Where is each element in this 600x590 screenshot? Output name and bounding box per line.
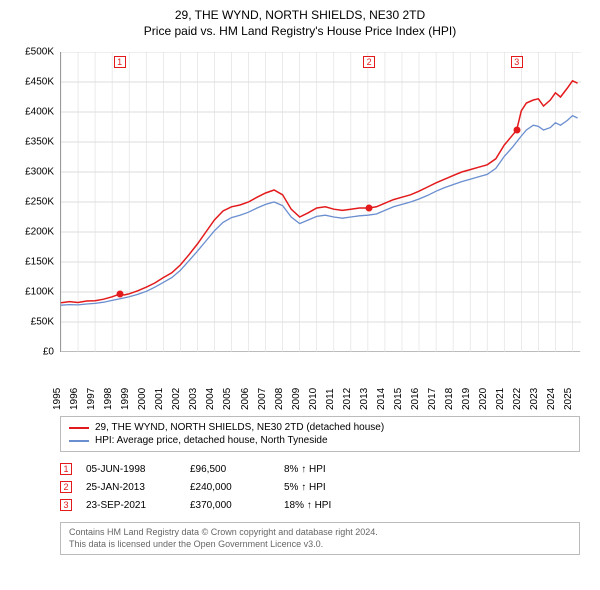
x-tick-label: 2003 xyxy=(188,388,199,410)
x-tick-label: 2022 xyxy=(512,388,523,410)
chart-svg xyxy=(61,52,581,352)
event-row: 2 25-JAN-2013 £240,000 5% ↑ HPI xyxy=(60,478,580,496)
y-tick-label: £0 xyxy=(43,347,54,358)
marker-flag: 2 xyxy=(363,56,375,68)
event-date: 05-JUN-1998 xyxy=(86,464,176,475)
x-tick-label: 2008 xyxy=(274,388,285,410)
attribution-line: This data is licensed under the Open Gov… xyxy=(69,539,571,551)
y-tick-label: £500K xyxy=(25,47,54,58)
chart-title: 29, THE WYND, NORTH SHIELDS, NE30 2TD xyxy=(10,8,590,22)
x-tick-label: 2020 xyxy=(478,388,489,410)
y-tick-label: £400K xyxy=(25,107,54,118)
x-tick-label: 2010 xyxy=(308,388,319,410)
x-tick-label: 2016 xyxy=(410,388,421,410)
x-tick-label: 1997 xyxy=(86,388,97,410)
legend-label: 29, THE WYND, NORTH SHIELDS, NE30 2TD (d… xyxy=(95,422,384,433)
x-tick-label: 2024 xyxy=(546,388,557,410)
events-table: 1 05-JUN-1998 £96,500 8% ↑ HPI 2 25-JAN-2013 £… xyxy=(60,460,580,514)
event-row: 1 05-JUN-1998 £96,500 8% ↑ HPI xyxy=(60,460,580,478)
x-tick-label: 2014 xyxy=(376,388,387,410)
x-tick-label: 2025 xyxy=(563,388,574,410)
attribution-box: Contains HM Land Registry data © Crown c… xyxy=(60,522,580,555)
chart-area: £0 £50K £100K £150K £200K £250K £300K £350K £400… xyxy=(10,46,590,416)
y-tick-label: £350K xyxy=(25,137,54,148)
event-marker: 1 xyxy=(60,463,72,475)
event-price: £96,500 xyxy=(190,464,270,475)
plot-region: 1 2 3 xyxy=(60,52,580,352)
x-tick-label: 2007 xyxy=(257,388,268,410)
y-tick-label: £450K xyxy=(25,77,54,88)
legend-box: 29, THE WYND, NORTH SHIELDS, NE30 2TD (d… xyxy=(60,416,580,452)
x-tick-label: 2000 xyxy=(137,388,148,410)
x-axis-labels: 1995199619971998199920002001200220032004… xyxy=(60,356,580,406)
event-date: 23-SEP-2021 xyxy=(86,500,176,511)
x-tick-label: 2004 xyxy=(205,388,216,410)
marker-flag: 1 xyxy=(114,56,126,68)
event-row: 3 23-SEP-2021 £370,000 18% ↑ HPI xyxy=(60,496,580,514)
marker-point xyxy=(116,291,123,298)
x-tick-label: 1999 xyxy=(120,388,131,410)
x-tick-label: 2021 xyxy=(495,388,506,410)
event-date: 25-JAN-2013 xyxy=(86,482,176,493)
event-marker: 2 xyxy=(60,481,72,493)
marker-flag: 3 xyxy=(511,56,523,68)
y-tick-label: £200K xyxy=(25,227,54,238)
y-tick-label: £100K xyxy=(25,287,54,298)
x-tick-label: 2015 xyxy=(393,388,404,410)
x-tick-label: 1998 xyxy=(103,388,114,410)
event-change: 18% ↑ HPI xyxy=(284,500,404,511)
event-change: 8% ↑ HPI xyxy=(284,464,404,475)
legend-swatch xyxy=(69,440,89,442)
event-price: £240,000 xyxy=(190,482,270,493)
legend-item: 29, THE WYND, NORTH SHIELDS, NE30 2TD (d… xyxy=(69,421,571,434)
marker-point xyxy=(513,127,520,134)
y-tick-label: £250K xyxy=(25,197,54,208)
x-tick-label: 2005 xyxy=(222,388,233,410)
x-tick-label: 2002 xyxy=(171,388,182,410)
x-tick-label: 2023 xyxy=(529,388,540,410)
x-tick-label: 2009 xyxy=(291,388,302,410)
legend-label: HPI: Average price, detached house, Nort… xyxy=(95,435,328,446)
marker-point xyxy=(366,205,373,212)
event-price: £370,000 xyxy=(190,500,270,511)
x-tick-label: 2006 xyxy=(240,388,251,410)
x-tick-label: 2019 xyxy=(461,388,472,410)
event-change: 5% ↑ HPI xyxy=(284,482,404,493)
x-tick-label: 1995 xyxy=(52,388,63,410)
y-axis-labels: £0£50K£100K£150K£200K£250K£300K£350K£400… xyxy=(10,52,58,352)
x-tick-label: 2011 xyxy=(325,388,336,410)
y-tick-label: £50K xyxy=(31,317,54,328)
chart-subtitle: Price paid vs. HM Land Registry's House … xyxy=(10,24,590,38)
x-tick-label: 2013 xyxy=(359,388,370,410)
legend-item: HPI: Average price, detached house, Nort… xyxy=(69,434,571,447)
y-tick-label: £300K xyxy=(25,167,54,178)
x-tick-label: 2017 xyxy=(427,388,438,410)
chart-container: 29, THE WYND, NORTH SHIELDS, NE30 2TD Pr… xyxy=(0,0,600,590)
event-marker: 3 xyxy=(60,499,72,511)
x-tick-label: 2012 xyxy=(342,388,353,410)
x-tick-label: 2018 xyxy=(444,388,455,410)
x-tick-label: 2001 xyxy=(154,388,165,410)
y-tick-label: £150K xyxy=(25,257,54,268)
x-tick-label: 1996 xyxy=(69,388,80,410)
legend-swatch xyxy=(69,427,89,429)
attribution-line: Contains HM Land Registry data © Crown c… xyxy=(69,527,571,539)
